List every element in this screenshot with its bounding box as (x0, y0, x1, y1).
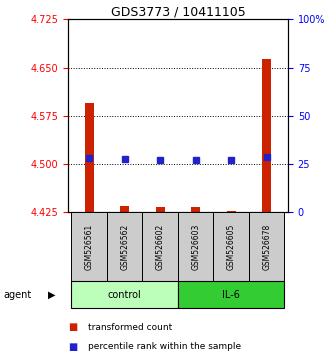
Bar (156, 207, 165, 212)
Text: GSM526561: GSM526561 (85, 224, 94, 270)
Text: transformed count: transformed count (88, 323, 172, 332)
Bar (178, 212, 213, 281)
Text: GSM526678: GSM526678 (262, 224, 271, 270)
Bar (227, 211, 236, 212)
Text: GSM526605: GSM526605 (227, 224, 236, 270)
Bar (142, 212, 178, 281)
Text: agent: agent (3, 290, 31, 300)
Bar (107, 212, 142, 281)
Text: ■: ■ (68, 342, 77, 352)
Text: GSM526602: GSM526602 (156, 224, 165, 270)
Bar (249, 212, 284, 281)
Text: GSM526562: GSM526562 (120, 224, 129, 270)
Text: percentile rank within the sample: percentile rank within the sample (88, 342, 241, 352)
Bar (71, 212, 107, 281)
Bar (71, 281, 178, 308)
Text: ■: ■ (68, 322, 77, 332)
Bar (120, 206, 129, 212)
Text: ▶: ▶ (48, 290, 56, 300)
Bar (262, 59, 271, 212)
Bar (213, 212, 249, 281)
Title: GDS3773 / 10411105: GDS3773 / 10411105 (111, 5, 245, 18)
Bar (178, 281, 284, 308)
Bar (85, 103, 94, 212)
Bar (191, 207, 200, 212)
Text: control: control (108, 290, 142, 300)
Text: IL-6: IL-6 (222, 290, 240, 300)
Text: GSM526603: GSM526603 (191, 224, 200, 270)
